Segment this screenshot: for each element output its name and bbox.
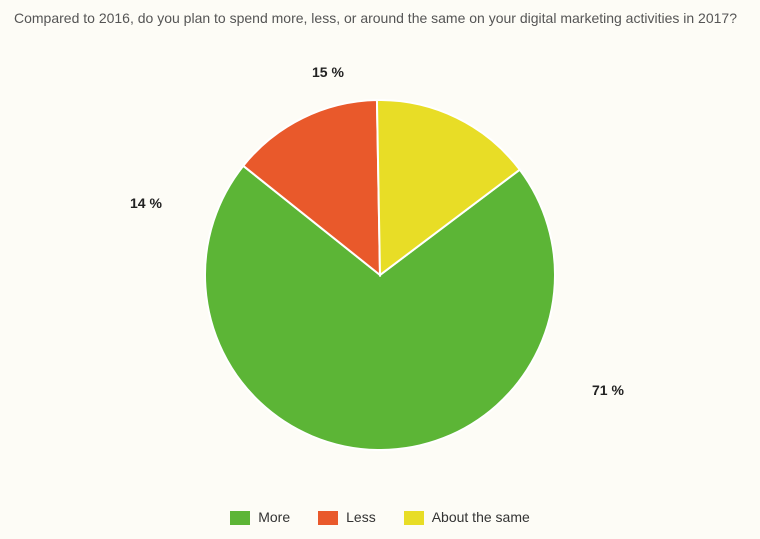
legend-swatch xyxy=(404,511,424,525)
legend: More Less About the same xyxy=(0,508,760,525)
legend-label: More xyxy=(258,509,290,525)
chart-title: Compared to 2016, do you plan to spend m… xyxy=(14,10,746,26)
legend-label: Less xyxy=(346,509,376,525)
pie-svg xyxy=(0,50,760,480)
slice-label-less: 14 % xyxy=(130,195,162,211)
legend-item-less: Less xyxy=(318,509,376,525)
legend-item-about-the-same: About the same xyxy=(404,509,530,525)
chart-container: Compared to 2016, do you plan to spend m… xyxy=(0,0,760,539)
legend-swatch xyxy=(318,511,338,525)
legend-swatch xyxy=(230,511,250,525)
pie-chart: 71 % 14 % 15 % xyxy=(0,50,760,480)
legend-label: About the same xyxy=(432,509,530,525)
slice-label-about-the-same: 15 % xyxy=(312,64,344,80)
legend-item-more: More xyxy=(230,509,290,525)
slice-label-more: 71 % xyxy=(592,382,624,398)
